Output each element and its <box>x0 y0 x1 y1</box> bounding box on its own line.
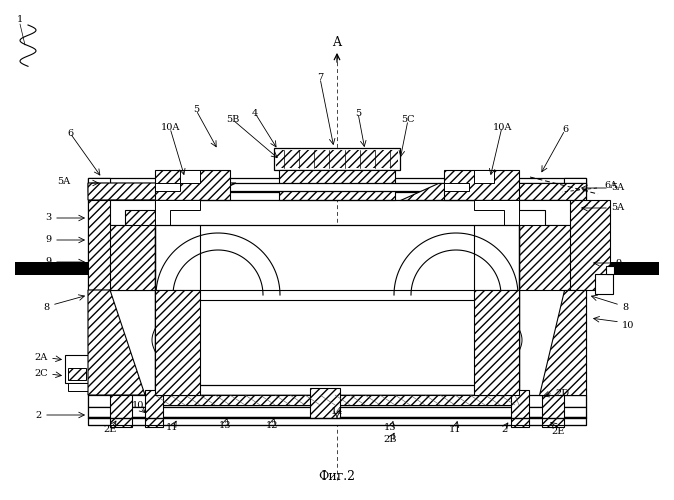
Polygon shape <box>539 290 586 395</box>
Text: 5B: 5B <box>226 116 240 124</box>
Bar <box>68 368 86 380</box>
Bar <box>88 417 586 425</box>
Text: 9: 9 <box>616 258 622 268</box>
Bar <box>606 266 614 274</box>
Polygon shape <box>88 183 236 200</box>
Bar <box>444 183 469 191</box>
Text: Фиг.2: Фиг.2 <box>319 470 355 482</box>
Polygon shape <box>155 290 200 395</box>
Bar <box>155 395 519 405</box>
Text: 5C: 5C <box>401 116 415 124</box>
Text: 5A: 5A <box>611 184 624 192</box>
Text: 8: 8 <box>622 304 628 312</box>
Text: 6: 6 <box>67 128 73 138</box>
Text: 10: 10 <box>622 320 634 330</box>
Text: 10A: 10A <box>492 122 512 132</box>
Bar <box>145 390 163 427</box>
Bar <box>15 262 193 275</box>
Text: 4: 4 <box>252 108 258 118</box>
Text: 2: 2 <box>501 426 507 434</box>
Text: 1: 1 <box>17 16 23 24</box>
Text: 2: 2 <box>36 410 42 420</box>
Text: 6: 6 <box>562 126 568 134</box>
Bar <box>564 178 586 290</box>
Bar <box>88 407 586 417</box>
Polygon shape <box>110 225 155 290</box>
Text: 5A: 5A <box>611 204 624 212</box>
Bar <box>310 388 340 418</box>
Text: 5: 5 <box>355 108 361 118</box>
Polygon shape <box>155 200 200 225</box>
Polygon shape <box>474 290 519 395</box>
Bar <box>542 395 564 427</box>
Bar <box>276 150 398 168</box>
Bar <box>279 170 395 200</box>
Text: 3: 3 <box>46 214 52 222</box>
Polygon shape <box>564 200 610 290</box>
Polygon shape <box>110 200 155 225</box>
Bar <box>155 225 519 395</box>
Bar <box>110 395 132 427</box>
Text: 2C: 2C <box>34 370 48 378</box>
Bar <box>511 390 529 427</box>
Bar <box>444 170 519 200</box>
Text: 11: 11 <box>166 424 178 432</box>
Text: 2B: 2B <box>384 436 397 444</box>
Bar <box>88 178 110 290</box>
Bar <box>65 355 95 383</box>
Bar <box>595 274 613 294</box>
Text: 2E: 2E <box>103 426 117 434</box>
Polygon shape <box>519 225 570 290</box>
Bar <box>155 183 180 191</box>
Bar <box>180 170 200 183</box>
Text: 9: 9 <box>46 258 52 266</box>
Text: 11: 11 <box>449 426 461 434</box>
Text: 5: 5 <box>193 106 199 114</box>
Text: 6A: 6A <box>604 182 617 190</box>
Text: 8: 8 <box>44 304 50 312</box>
Bar <box>88 183 586 191</box>
Text: 10A: 10A <box>160 124 180 132</box>
Text: 2A: 2A <box>35 352 48 362</box>
Text: 9: 9 <box>46 236 52 244</box>
Text: 12: 12 <box>266 420 278 430</box>
Text: 10: 10 <box>132 400 144 409</box>
Text: 2E: 2E <box>551 428 565 436</box>
Bar <box>68 383 88 391</box>
Text: 13: 13 <box>384 424 396 432</box>
Bar <box>88 178 110 418</box>
Polygon shape <box>88 200 155 290</box>
Bar <box>155 170 230 200</box>
Polygon shape <box>519 200 570 225</box>
Text: 5A: 5A <box>57 178 70 186</box>
Polygon shape <box>88 290 145 395</box>
Text: 13: 13 <box>219 420 231 430</box>
Text: A: A <box>332 36 342 49</box>
Bar <box>88 395 586 407</box>
Polygon shape <box>474 200 519 225</box>
Bar <box>274 148 400 170</box>
Text: 7: 7 <box>317 74 323 82</box>
Text: 2D: 2D <box>555 388 569 398</box>
Bar <box>564 178 586 418</box>
Text: 14: 14 <box>331 408 343 416</box>
Bar <box>481 262 659 275</box>
Bar <box>474 170 494 183</box>
Bar <box>88 178 586 192</box>
Polygon shape <box>400 183 586 200</box>
